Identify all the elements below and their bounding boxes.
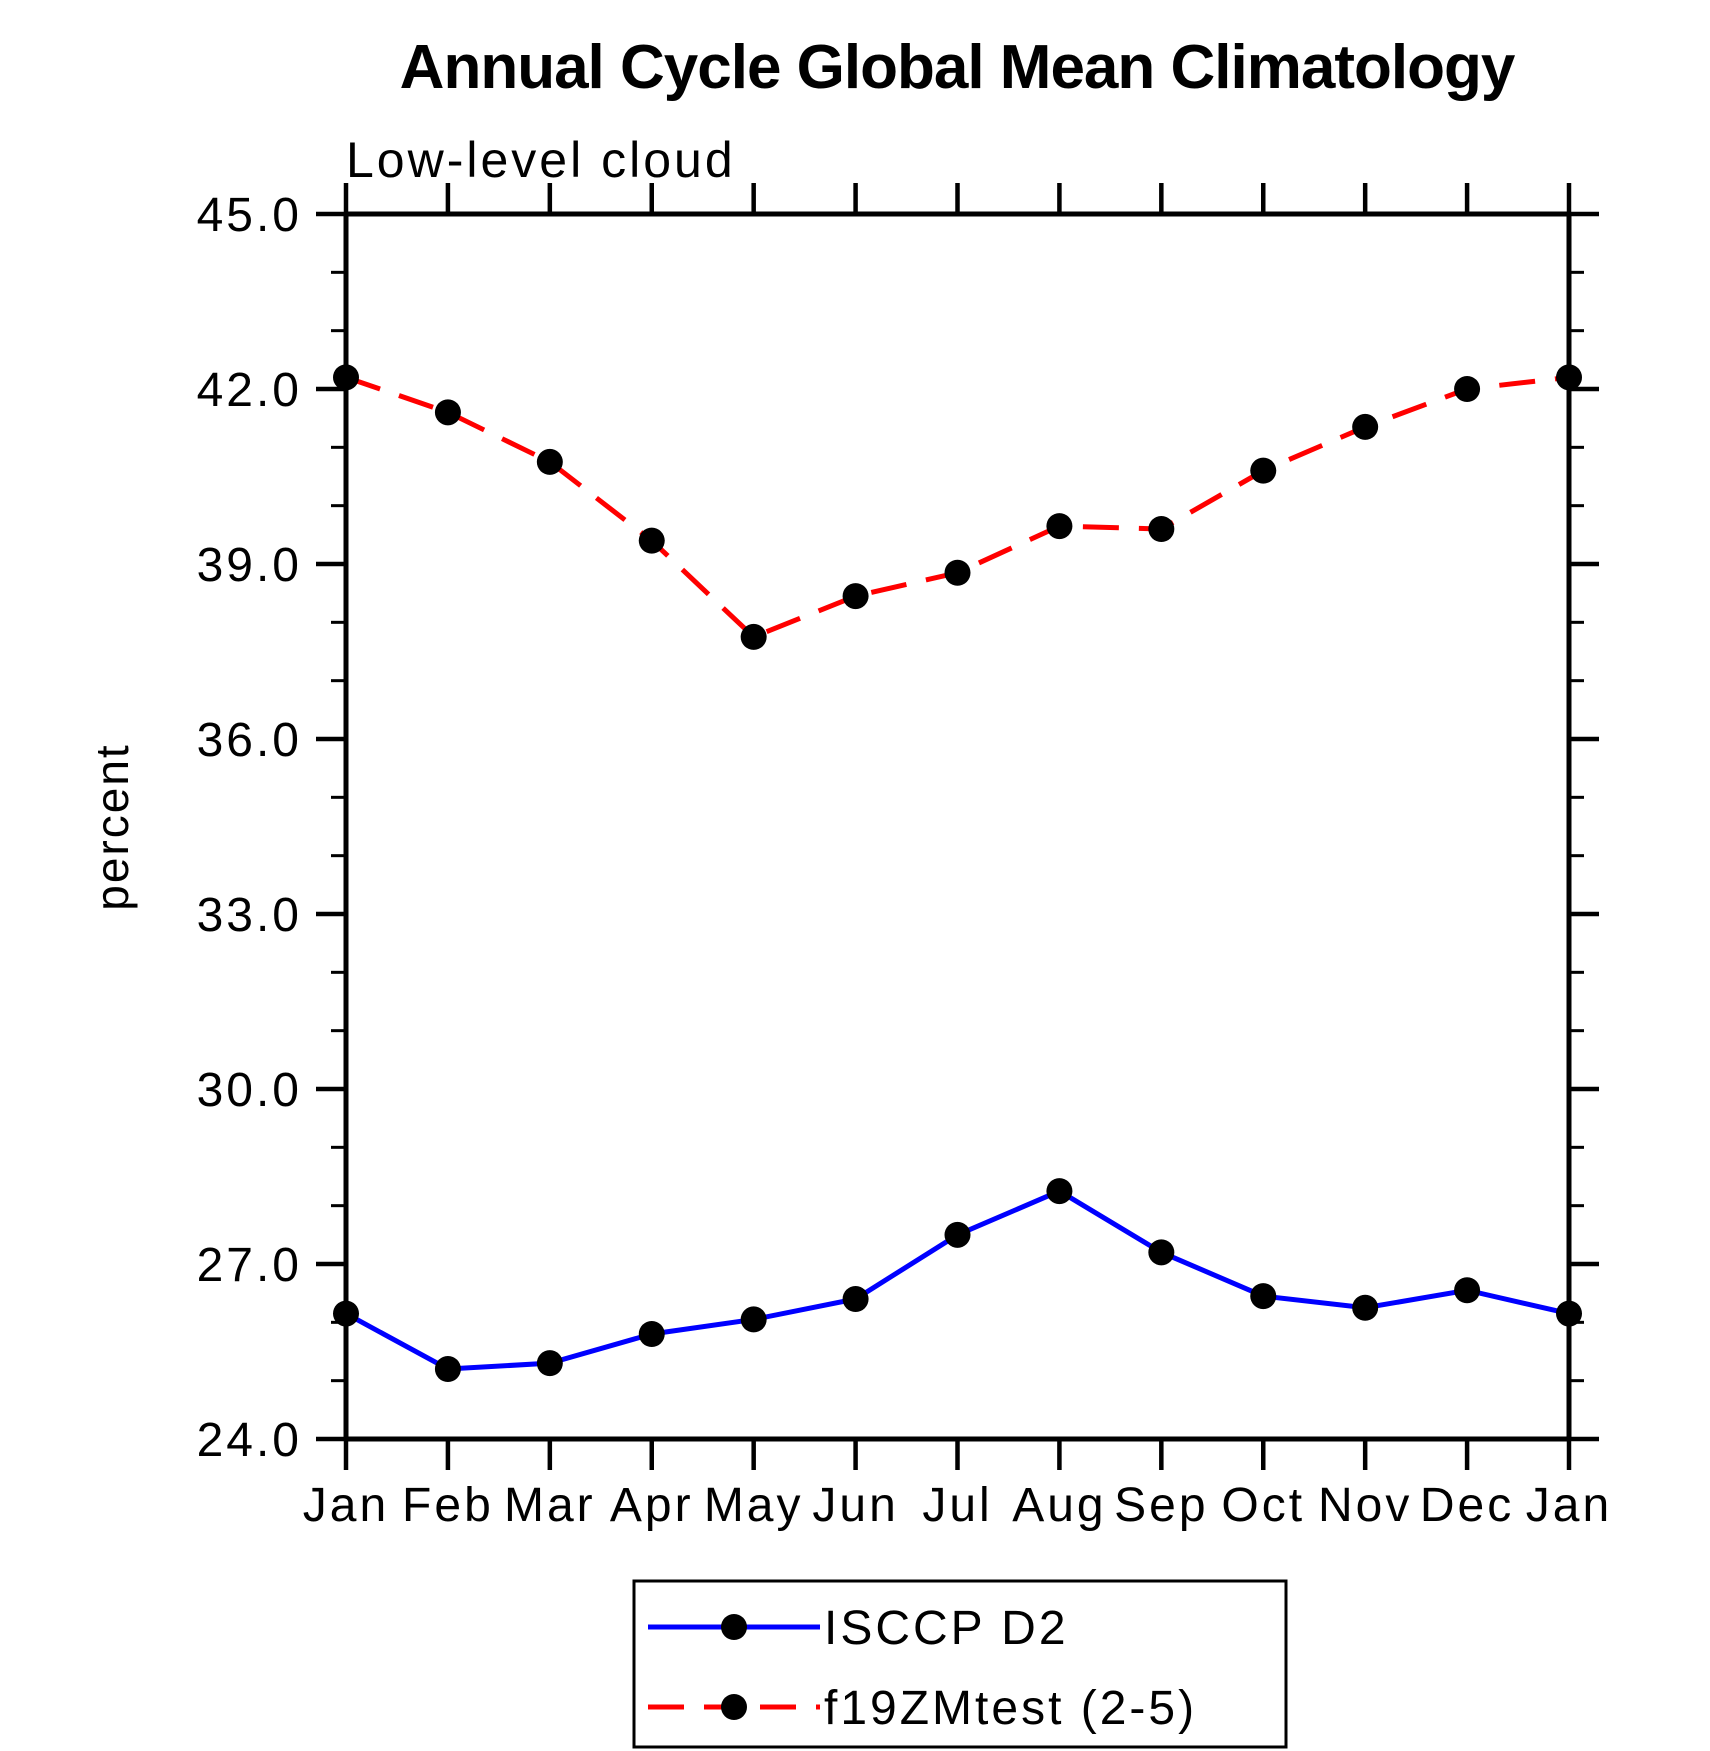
legend: ISCCP D2 f19ZMtest (2-5)	[632, 1579, 1288, 1749]
legend-label-isccp-d2: ISCCP D2	[824, 1602, 1069, 1655]
data-point-marker	[536, 1350, 563, 1377]
chart-subtitle: Low-level cloud	[346, 132, 736, 188]
data-point-marker	[1556, 1300, 1582, 1327]
y-tick-label: 27.0	[197, 1239, 302, 1292]
data-point-marker	[1148, 516, 1175, 542]
data-point-marker	[1352, 413, 1379, 440]
x-tick-label: Jul	[922, 1479, 992, 1532]
y-tick-label: 30.0	[197, 1064, 302, 1117]
data-point-marker	[1046, 1178, 1073, 1205]
data-point-marker	[333, 1300, 359, 1327]
x-tick-label: May	[704, 1479, 804, 1532]
data-point-marker	[638, 1321, 665, 1347]
data-point-marker	[1454, 376, 1481, 402]
x-tick-label: Jan	[1526, 1479, 1612, 1532]
x-tick-label: Oct	[1221, 1479, 1305, 1532]
x-tick-label: Jan	[303, 1479, 389, 1532]
data-point-marker	[434, 1356, 461, 1382]
x-tick-label: Sep	[1114, 1479, 1208, 1532]
y-tick-label: 42.0	[197, 364, 302, 417]
legend-box	[632, 1579, 1288, 1749]
y-tick-label: 33.0	[197, 889, 302, 942]
data-point-marker	[333, 364, 359, 391]
x-tick-label: Dec	[1420, 1479, 1514, 1532]
data-point-marker	[740, 1306, 767, 1333]
y-axis-label: percent	[86, 743, 138, 910]
data-point-marker	[1454, 1277, 1481, 1304]
series-line-f19zmtest-2-5-	[345, 374, 1570, 640]
legend-marker-dot	[721, 1614, 747, 1640]
x-tick-label: Feb	[402, 1479, 494, 1532]
x-tick-label: Nov	[1318, 1479, 1412, 1532]
data-point-marker	[1046, 513, 1073, 540]
data-point-marker	[434, 399, 461, 426]
data-point-marker	[1556, 364, 1582, 391]
legend-label-f19zmtest: f19ZMtest (2-5)	[824, 1682, 1197, 1735]
chart-title: Annual Cycle Global Mean Climatology	[400, 33, 1516, 102]
y-tick-label: 24.0	[197, 1414, 302, 1467]
legend-marker-dot	[721, 1694, 747, 1720]
data-point-marker	[1352, 1294, 1379, 1321]
x-tick-label: Apr	[610, 1479, 694, 1532]
series-line-isccp-d2	[344, 1188, 1570, 1372]
data-point-marker	[842, 1286, 869, 1312]
data-point-marker	[944, 1221, 971, 1248]
x-tick-label: Mar	[504, 1479, 596, 1532]
data-point-marker	[842, 583, 869, 610]
x-tick-label: Jun	[812, 1479, 898, 1532]
data-point-marker	[1250, 1283, 1277, 1310]
data-point-marker	[1148, 1239, 1175, 1266]
data-point-marker	[1250, 457, 1277, 484]
data-point-marker	[944, 559, 971, 586]
x-tick-label: Aug	[1012, 1479, 1106, 1532]
y-tick-label: 36.0	[197, 714, 302, 767]
y-tick-label: 39.0	[197, 539, 302, 592]
data-point-marker	[536, 448, 563, 475]
data-point-marker	[638, 527, 665, 554]
data-point-marker	[740, 623, 767, 650]
y-tick-label: 45.0	[197, 189, 302, 242]
